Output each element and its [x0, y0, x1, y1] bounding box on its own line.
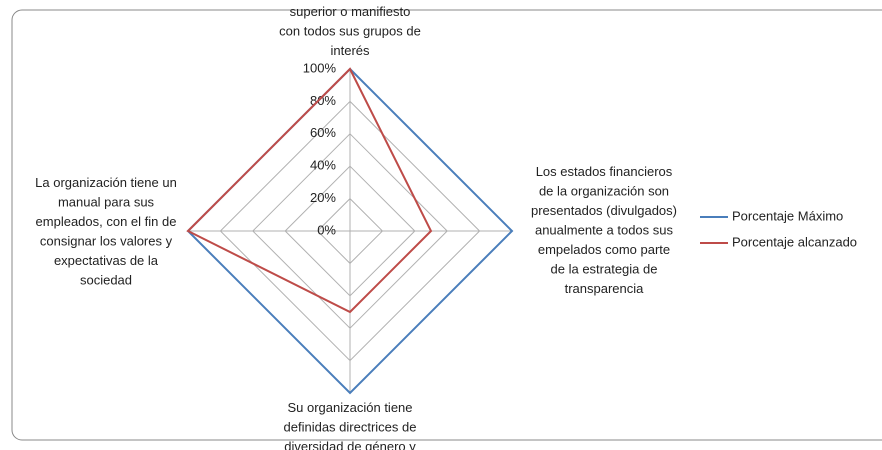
label-line: empelados como parte	[538, 242, 670, 257]
legend-label: Porcentaje Máximo	[732, 208, 843, 223]
r-tick-label: 80%	[310, 93, 336, 108]
label-line: de la estrategia de	[551, 262, 658, 277]
category-label: superior o manifiesto con todos sus grupo…	[279, 4, 421, 58]
chart-border	[11, 9, 882, 441]
r-tick-label: 0%	[317, 222, 336, 237]
label-line: expectativas de la	[54, 253, 159, 268]
legend-label: Porcentaje alcanzado	[732, 234, 857, 249]
r-tick-label: 20%	[310, 190, 336, 205]
label-line: Los estados financieros	[536, 164, 673, 179]
label-line: interés	[330, 43, 370, 58]
label-line: definidas directrices de	[284, 420, 417, 435]
category-label: La organización tiene un manual para sus e…	[35, 175, 177, 288]
label-line: anualmente a todos sus	[535, 223, 674, 238]
r-tick-label: 60%	[310, 125, 336, 140]
label-line: diversidad de género y	[284, 439, 416, 450]
label-line: sociedad	[80, 273, 132, 288]
r-tick-label: 100%	[303, 60, 337, 75]
category-label: Los estados financieros de la organizació…	[531, 164, 677, 296]
label-line: empleados, con el fin de	[36, 214, 177, 229]
label-line: transparencia	[565, 281, 645, 296]
label-line: Su organización tiene	[287, 400, 412, 415]
r-tick-label: 40%	[310, 158, 336, 173]
label-line: superior o manifiesto	[290, 4, 411, 19]
label-line: con todos sus grupos de	[279, 24, 421, 39]
label-line: consignar los valores y	[40, 234, 173, 249]
label-line: manual para sus	[58, 195, 155, 210]
series-line	[186, 67, 433, 314]
label-line: presentados (divulgados)	[531, 203, 677, 218]
category-label: Su organización tiene definidas directric…	[284, 400, 417, 450]
label-line: La organización tiene un	[35, 175, 177, 190]
label-line: de la organización son	[539, 184, 669, 199]
